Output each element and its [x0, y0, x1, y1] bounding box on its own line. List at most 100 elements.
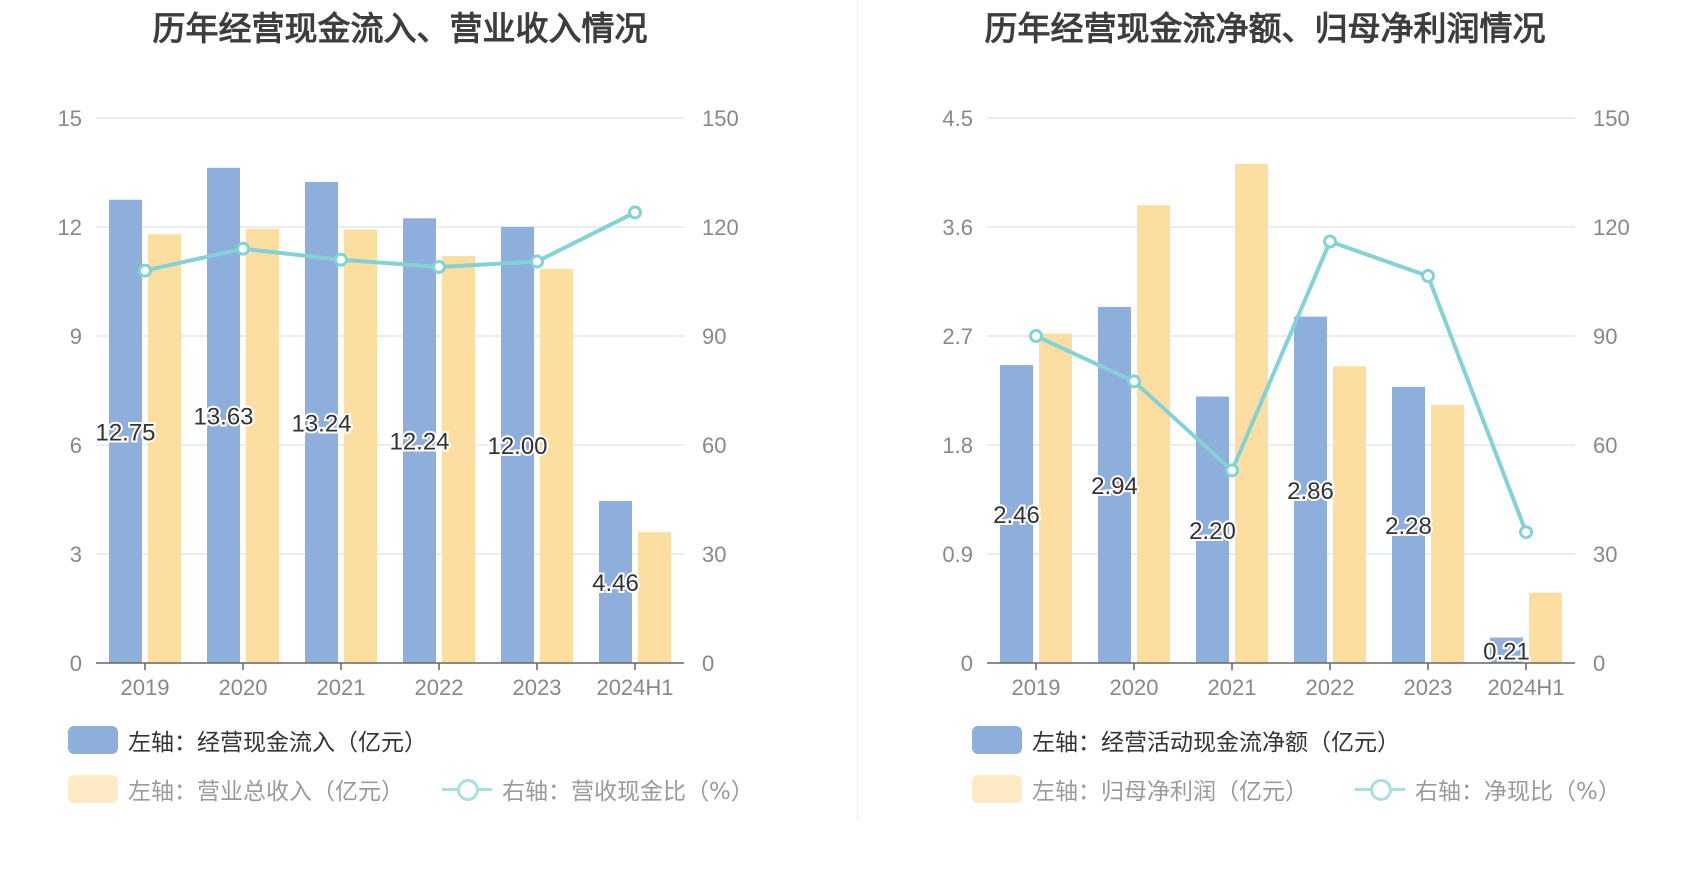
legend-swatch-bar [972, 775, 1022, 803]
x-tick-label: 2023 [1404, 675, 1453, 700]
y-tick-label-left: 0 [961, 651, 973, 676]
data-label: 2.46 [993, 502, 1040, 529]
y-tick-label-left: 2.7 [942, 324, 973, 349]
x-tick-label: 2024H1 [596, 675, 673, 700]
bar-secondary [1431, 405, 1464, 663]
x-tick-label: 2019 [1012, 675, 1061, 700]
line-point [432, 259, 446, 274]
data-label: 2.86 [1287, 478, 1334, 505]
line-point [628, 205, 642, 220]
legend-swatch-bar [68, 775, 118, 803]
y-tick-label-right: 150 [1593, 106, 1630, 131]
bar-primary [305, 181, 338, 664]
bar-secondary [344, 229, 377, 663]
bar-primary [599, 500, 632, 663]
y-tick-label-right: 30 [702, 542, 726, 567]
line-point [1519, 525, 1533, 540]
x-tick-label: 2024H1 [1487, 675, 1564, 700]
data-label: 4.46 [592, 570, 639, 597]
y-tick-label-right: 60 [1593, 433, 1617, 458]
data-label: 12.00 [487, 433, 547, 460]
legend-item-net-cash-ratio[interactable]: 右轴：净现比（%） [1355, 772, 1621, 806]
bar-secondary [1529, 592, 1562, 663]
y-tick-label-right: 90 [1593, 324, 1617, 349]
bar-secondary [148, 234, 181, 663]
line-point [1127, 374, 1141, 389]
legend-label: 右轴：净现比（%） [1415, 779, 1621, 805]
line-series [144, 210, 636, 273]
data-label: 12.75 [95, 419, 155, 446]
line-point [1421, 269, 1435, 284]
y-tick-label-left: 15 [58, 106, 82, 131]
x-tick-label: 2021 [317, 675, 366, 700]
legend-item-net-profit[interactable]: 左轴：归母净利润（亿元） [972, 772, 1308, 806]
y-tick-label-left: 1.8 [942, 433, 973, 458]
y-tick-label-left: 3.6 [942, 215, 973, 240]
bar-primary [1000, 365, 1033, 663]
legend-label: 左轴：经营活动现金流净额（亿元） [1032, 730, 1400, 756]
chart-panel-net-cash-flow: 历年经营现金流净额、归母净利润情况 0 0.9 1.8 2.7 3.6 4.5 0 30 60 9… [865, 0, 1700, 874]
y-tick-label-right: 60 [702, 433, 726, 458]
legend-label: 右轴：营收现金比（%） [502, 779, 754, 805]
chart-panel-cash-inflow: 历年经营现金流入、营业收入情况 0 3 6 9 12 15 0 30 60 90 120 150 201… [58, 9, 754, 806]
data-label: 2.94 [1091, 473, 1138, 500]
bar-secondary [1137, 205, 1170, 663]
x-tick-label: 2020 [1110, 675, 1159, 700]
y-tick-label-left: 4.5 [942, 106, 973, 131]
line-point [334, 252, 348, 267]
x-tick-label: 2020 [219, 675, 268, 700]
x-tick-label: 2021 [1208, 675, 1257, 700]
line-point [1225, 463, 1239, 478]
legend-item-net-operating-cash[interactable]: 左轴：经营活动现金流净额（亿元） [972, 723, 1400, 757]
bar-secondary [638, 532, 671, 663]
line-point [236, 241, 250, 256]
data-label: 12.24 [389, 429, 449, 456]
bar-primary [501, 227, 534, 663]
line-series [1035, 239, 1528, 533]
line-point [1323, 234, 1337, 249]
legend-item-cash-inflow[interactable]: 左轴：经营现金流入（亿元） [68, 723, 427, 757]
y-tick-label-right: 0 [702, 651, 714, 676]
y-tick-label-left: 3 [70, 542, 82, 567]
line-point [530, 254, 544, 269]
y-tick-label-right: 120 [1593, 215, 1630, 240]
legend-item-cash-revenue-ratio[interactable]: 右轴：营收现金比（%） [442, 772, 754, 806]
legend-swatch-line [442, 775, 492, 803]
y-tick-label-left: 12 [58, 215, 82, 240]
x-tick-label: 2023 [513, 675, 562, 700]
legend-swatch-bar [972, 726, 1022, 754]
data-label: 2.28 [1385, 513, 1432, 540]
legend-item-revenue[interactable]: 左轴：营业总收入（亿元） [68, 772, 404, 806]
x-tick-label: 2022 [1306, 675, 1355, 700]
y-tick-label-right: 0 [1593, 651, 1605, 676]
y-tick-label-right: 90 [702, 324, 726, 349]
legend-swatch-bar [68, 726, 118, 754]
data-label: 13.63 [193, 403, 253, 430]
bar-secondary [1333, 366, 1366, 663]
line-point [1029, 329, 1043, 343]
x-tick-label: 2022 [415, 675, 464, 700]
y-tick-label-left: 9 [70, 324, 82, 349]
legend-swatch-line [1355, 775, 1405, 803]
bar-primary [1392, 386, 1425, 663]
bar-primary [403, 218, 436, 663]
bar-secondary [246, 228, 279, 664]
data-label: 13.24 [291, 410, 351, 437]
bar-primary [1294, 316, 1327, 663]
panel-divider [857, 0, 858, 820]
y-tick-label-right: 150 [702, 106, 739, 131]
bar-secondary [1235, 164, 1268, 663]
bar-secondary [442, 256, 475, 663]
data-label: 0.21 [1483, 638, 1530, 665]
legend-label: 左轴：归母净利润（亿元） [1032, 779, 1308, 805]
legend-label: 左轴：经营现金流入（亿元） [128, 730, 427, 756]
bar-secondary [540, 268, 573, 663]
line-point [138, 263, 152, 278]
bar-primary [109, 199, 142, 663]
bar-primary [1490, 637, 1523, 663]
legend-label: 左轴：营业总收入（亿元） [128, 779, 404, 805]
chart-title: 历年经营现金流净额、归母净利润情况 [984, 9, 1546, 48]
y-tick-label-left: 6 [70, 433, 82, 458]
y-tick-label-left: 0 [70, 651, 82, 676]
